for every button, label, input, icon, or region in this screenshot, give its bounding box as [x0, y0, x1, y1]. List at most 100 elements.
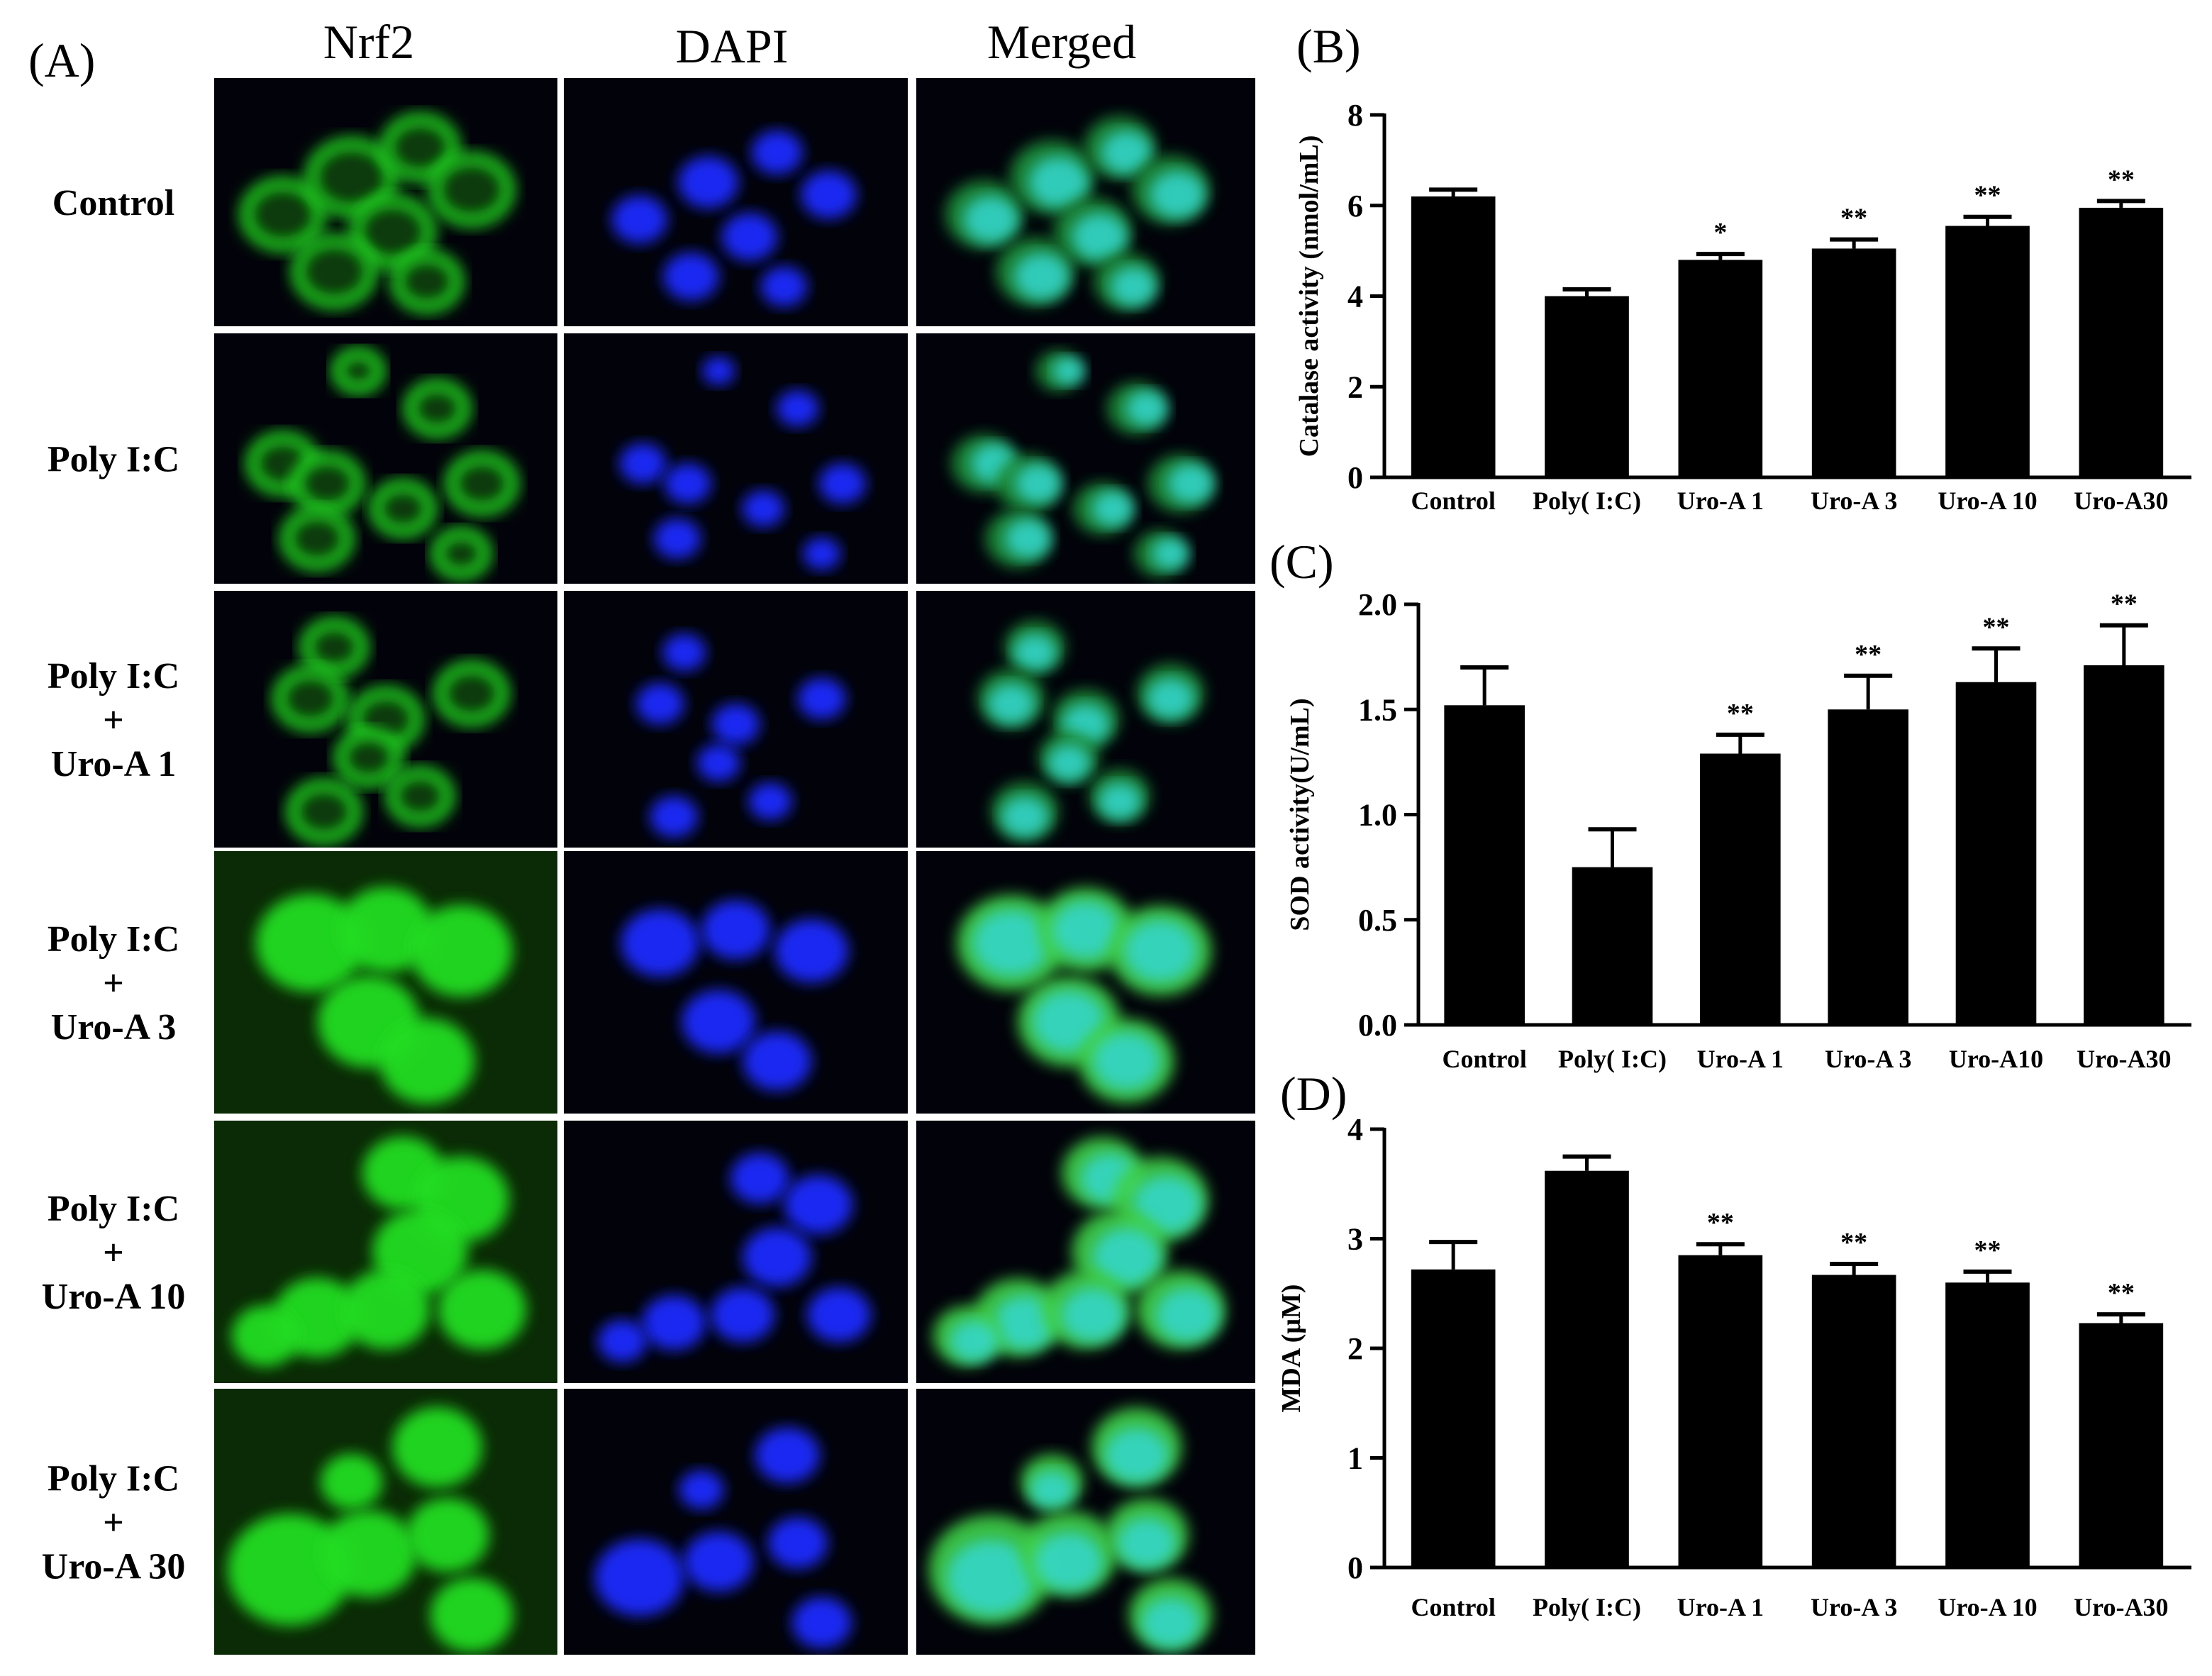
merged-nucleus-blob	[1052, 901, 1120, 959]
nucleus-blob	[635, 683, 684, 725]
micrograph-dapi-row-1	[564, 78, 908, 326]
bar	[2079, 207, 2164, 477]
y-tick-label: 3	[1347, 1222, 1363, 1257]
cell-ring	[390, 250, 464, 313]
y-axis-title: MDA (μM)	[1277, 1284, 1306, 1413]
merged-nucleus-blob	[1061, 1288, 1124, 1342]
micrograph-merged-row-3	[916, 591, 1255, 848]
chart-catalase: (B) 0 2 4 6 8 Catalase activity (nmol/mL) Contr…	[1294, 19, 2191, 515]
merged-nucleus-blob	[1092, 491, 1134, 526]
bar	[1955, 682, 2037, 1025]
nucleus-blob	[711, 704, 760, 745]
row-label-line: +	[103, 1233, 124, 1273]
bar	[1678, 260, 1763, 477]
y-tick-label: 2	[1347, 1331, 1363, 1366]
nucleus-blob	[642, 1295, 706, 1350]
merged-nucleus-blob	[1072, 213, 1127, 260]
category-label: Uro-A 3	[1811, 1593, 1897, 1621]
merged-nucleus-blob	[1101, 131, 1152, 174]
nucleus-blob	[803, 537, 841, 570]
row-label-line: Control	[52, 183, 174, 223]
panel-letter: (D)	[1280, 1067, 1347, 1121]
y-tick-label: 0	[1347, 460, 1363, 495]
nucleus-blob	[801, 170, 857, 219]
micrograph-grid	[214, 78, 1255, 1655]
nucleus-blob	[679, 1470, 724, 1509]
row-label-line: Poly I:C	[48, 919, 179, 960]
nucleus-blob	[818, 463, 866, 504]
nucleus-blob	[748, 782, 792, 821]
cell-blob	[410, 904, 513, 997]
category-label: Uro-A 1	[1677, 1593, 1764, 1621]
cell-ring	[430, 527, 492, 580]
merged-nucleus-blob	[1111, 267, 1156, 306]
cell-blob	[320, 1510, 418, 1597]
category-label: Poly( I:C)	[1533, 1593, 1641, 1621]
merged-nucleus-blob	[1014, 253, 1069, 300]
micrograph-nrf2-row-6	[214, 1389, 557, 1655]
significance-marker: *	[1713, 218, 1727, 248]
micrograph-nrf2-row-3	[214, 591, 557, 848]
row-label-line: Poly I:C	[48, 1459, 179, 1499]
cell-ring	[350, 194, 436, 270]
micrograph-background	[564, 851, 908, 1114]
category-label: Uro-A10	[1949, 1045, 2043, 1073]
category-label: Poly( I:C)	[1558, 1045, 1667, 1073]
chart-sod: (C) 0.0 0.5 1.0 1.5 2.0 SOD activity(U/mL) Cont…	[1269, 535, 2191, 1073]
cell-ring	[272, 666, 348, 732]
merged-nucleus-blob	[1105, 1428, 1169, 1482]
micrograph-dapi-row-4	[564, 851, 908, 1114]
nucleus-blob	[774, 919, 849, 983]
cell-ring	[380, 113, 460, 182]
row-label-line: +	[103, 700, 124, 740]
y-tick-label: 4	[1347, 279, 1363, 314]
micrograph-dapi-row-6	[564, 1389, 908, 1655]
bar	[1411, 1269, 1496, 1567]
category-label: Uro-A30	[2074, 487, 2168, 515]
nucleus-blob	[721, 213, 778, 261]
micrograph-dapi-row-3	[564, 591, 908, 848]
merged-nucleus-blob	[1035, 1532, 1103, 1591]
panel-letter: (B)	[1296, 19, 1361, 73]
bar	[1545, 296, 1629, 477]
row-label-line: Uro-A 30	[42, 1547, 186, 1587]
merged-nucleus-blob	[1005, 518, 1051, 558]
nucleus-blob	[611, 195, 668, 244]
bar	[2079, 1323, 2164, 1567]
nucleus-blob	[702, 357, 735, 385]
row-label-line: Uro-A 1	[51, 744, 177, 784]
merged-nucleus-blob	[1029, 157, 1089, 208]
nucleus-blob	[743, 1227, 812, 1287]
bar	[1811, 248, 1896, 477]
row-label-line: Poly I:C	[48, 440, 179, 480]
nucleus-blob	[743, 1031, 812, 1091]
merged-nucleus-blob	[1099, 783, 1141, 820]
nucleus-blob	[619, 443, 667, 484]
micrograph-merged-row-4	[916, 851, 1255, 1114]
micrograph-merged-row-1	[916, 78, 1255, 326]
cell-ring	[286, 779, 362, 845]
micrograph-nrf2-row-4	[214, 851, 557, 1114]
cell-blob	[338, 887, 434, 973]
significance-marker: **	[1855, 640, 1882, 670]
nucleus-blob	[594, 1538, 684, 1616]
micrograph-nrf2-row-1	[214, 78, 557, 326]
merged-nucleus-blob	[972, 910, 1050, 976]
significance-marker: **	[2108, 1278, 2135, 1308]
micrograph-merged-row-5	[916, 1121, 1255, 1383]
column-header-merged: Merged	[987, 15, 1136, 69]
cell-blob	[406, 1497, 489, 1572]
significance-marker: **	[1707, 1208, 1734, 1238]
y-tick-label: 1	[1347, 1441, 1363, 1476]
nucleus-blob	[654, 518, 701, 559]
significance-marker: **	[2111, 589, 2138, 619]
merged-nucleus-blob	[1133, 1175, 1201, 1233]
category-label: Uro-A 1	[1697, 1045, 1784, 1073]
nucleus-blob	[791, 1597, 852, 1649]
cell-ring	[404, 379, 471, 438]
y-tick-label: 2.0	[1358, 587, 1397, 622]
nucleus-blob	[751, 130, 803, 175]
cell-ring	[334, 728, 404, 788]
